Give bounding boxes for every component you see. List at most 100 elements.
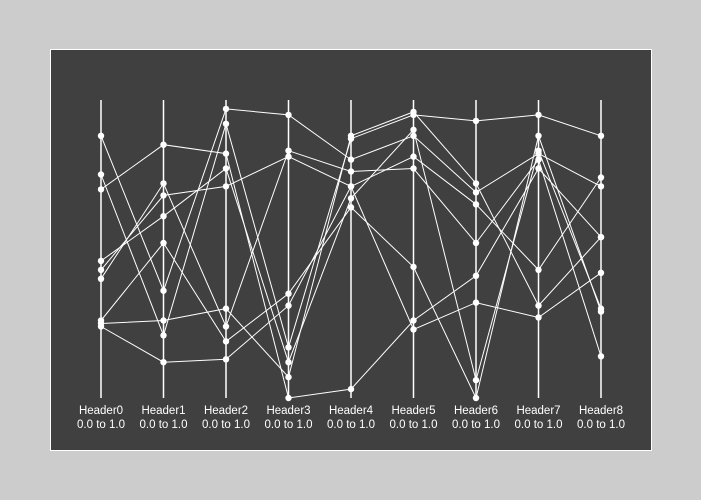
data-point-s7-a4 [347, 204, 355, 211]
data-point-s5-a7 [535, 147, 542, 154]
data-point-s6-a6 [472, 239, 480, 247]
data-point-s8-a6 [472, 180, 480, 187]
axis-range: 0.0 to 1.0 [77, 419, 125, 431]
data-point-s1-a1 [160, 287, 167, 294]
data-point-s2-a8 [597, 132, 605, 139]
axis-label-header0: Header0 0.0 to 1.0 [66, 404, 136, 432]
data-point-s1-a6 [472, 189, 480, 196]
data-point-s6-a8 [597, 353, 605, 360]
data-point-s5-a6 [472, 376, 480, 384]
data-point-s2-a1 [160, 332, 167, 339]
parallel-coordinates-plot [97, 100, 605, 402]
data-point-s4-a5 [410, 153, 417, 160]
axis-range: 0.0 to 1.0 [577, 419, 625, 431]
data-point-s6-a4 [347, 168, 355, 175]
axis-range: 0.0 to 1.0 [202, 419, 250, 431]
data-point-s5-a0 [97, 257, 105, 265]
data-point-s6-a0 [97, 275, 105, 282]
axis-name: Header8 [578, 405, 624, 417]
data-point-s7-a1 [160, 239, 167, 247]
data-point-s9-a1 [160, 359, 167, 366]
axis-label-header6: Header6 0.0 to 1.0 [441, 404, 511, 432]
data-point-s1-a8 [597, 183, 605, 190]
data-point-s3-a2 [222, 150, 230, 157]
data-point-s9-a7 [535, 314, 542, 321]
data-point-s3-a7 [535, 165, 542, 172]
data-point-s3-a4 [347, 385, 355, 393]
data-point-s9-a5 [410, 326, 417, 333]
data-point-s4-a6 [472, 201, 480, 208]
axis-range: 0.0 to 1.0 [452, 419, 500, 431]
data-point-s3-a0 [97, 186, 105, 193]
data-point-s8-a4 [347, 132, 355, 139]
axis-range: 0.0 to 1.0 [389, 419, 438, 431]
axis-label-header4: Header4 0.0 to 1.0 [316, 404, 386, 432]
data-point-s6-a3 [285, 147, 292, 154]
axis-label-header1: Header1 0.0 to 1.0 [129, 404, 199, 432]
data-point-s9-a4 [347, 183, 355, 190]
axis-range: 0.0 to 1.0 [139, 419, 188, 431]
data-point-s2-a2 [222, 120, 230, 128]
data-point-s8-a2 [222, 305, 230, 312]
data-point-s4-a8 [597, 174, 605, 181]
data-point-s9-a2 [222, 356, 230, 363]
data-point-s4-a0 [97, 266, 105, 274]
data-point-s7-a2 [222, 338, 230, 345]
data-point-s7-a3 [285, 290, 292, 297]
axis-name: Header2 [203, 405, 249, 417]
axis-range: 0.0 to 1.0 [264, 419, 313, 431]
data-point-s4-a7 [535, 266, 542, 274]
data-point-s3-a1 [160, 141, 167, 148]
data-point-s5-a4 [347, 195, 355, 202]
data-point-s7-a6 [472, 394, 480, 402]
axis-name: Header1 [141, 405, 186, 417]
data-point-s8-a5 [410, 108, 417, 116]
data-point-s1-a3 [285, 111, 292, 119]
data-point-s2-a0 [97, 171, 105, 178]
data-point-s4-a1 [160, 192, 167, 199]
data-point-s9-a3 [285, 302, 292, 309]
data-point-s7-a8 [597, 308, 605, 315]
data-point-s8-a1 [160, 317, 167, 324]
data-point-s2-a3 [285, 344, 292, 351]
data-point-s1-a2 [222, 105, 230, 113]
axis-range: 0.0 to 1.0 [514, 419, 563, 431]
data-point-s5-a2 [222, 165, 230, 172]
axis-name: Header4 [328, 405, 374, 417]
data-point-s4-a3 [285, 153, 292, 160]
axis-name: Header6 [453, 405, 499, 417]
data-point-s6-a5 [410, 165, 417, 172]
data-point-s7-a7 [535, 132, 542, 139]
axis-label-header2: Header2 0.0 to 1.0 [191, 404, 261, 432]
data-point-s6-a2 [222, 323, 230, 330]
axis-label-header8: Header8 0.0 to 1.0 [566, 404, 636, 432]
data-point-s7-a5 [410, 263, 417, 271]
axis-range: 0.0 to 1.0 [327, 419, 375, 431]
data-point-s3-a6 [472, 272, 480, 279]
data-point-s8-a8 [597, 233, 605, 241]
axis-name: Header5 [391, 405, 436, 417]
data-point-s9-a8 [597, 269, 605, 276]
axis-label-header5: Header5 0.0 to 1.0 [379, 404, 449, 432]
axis-label-header7: Header7 0.0 to 1.0 [504, 404, 574, 432]
data-point-s3-a5 [410, 317, 417, 324]
data-point-s5-a5 [410, 126, 417, 133]
data-point-s3-a3 [285, 394, 292, 402]
axis-label-header3: Header3 0.0 to 1.0 [254, 404, 324, 432]
data-point-s2-a6 [472, 117, 480, 125]
axis-name: Header7 [516, 405, 561, 417]
data-point-s1-a0 [97, 132, 105, 139]
data-point-s9-a6 [472, 299, 480, 306]
axis-name: Header0 [78, 405, 124, 417]
data-point-s8-a7 [535, 302, 542, 309]
axis-name: Header3 [266, 405, 311, 417]
data-point-s2-a7 [535, 111, 542, 119]
data-point-s9-a0 [97, 323, 105, 330]
data-point-s6-a1 [160, 180, 167, 187]
data-point-s6-a7 [535, 156, 542, 163]
data-point-s1-a4 [347, 156, 355, 163]
chart-frame: Header0 0.0 to 1.0 Header1 0.0 to 1.0 Header… [50, 49, 652, 451]
data-point-s5-a3 [285, 359, 292, 366]
data-point-s4-a2 [222, 183, 230, 190]
data-point-s1-a5 [410, 132, 417, 139]
